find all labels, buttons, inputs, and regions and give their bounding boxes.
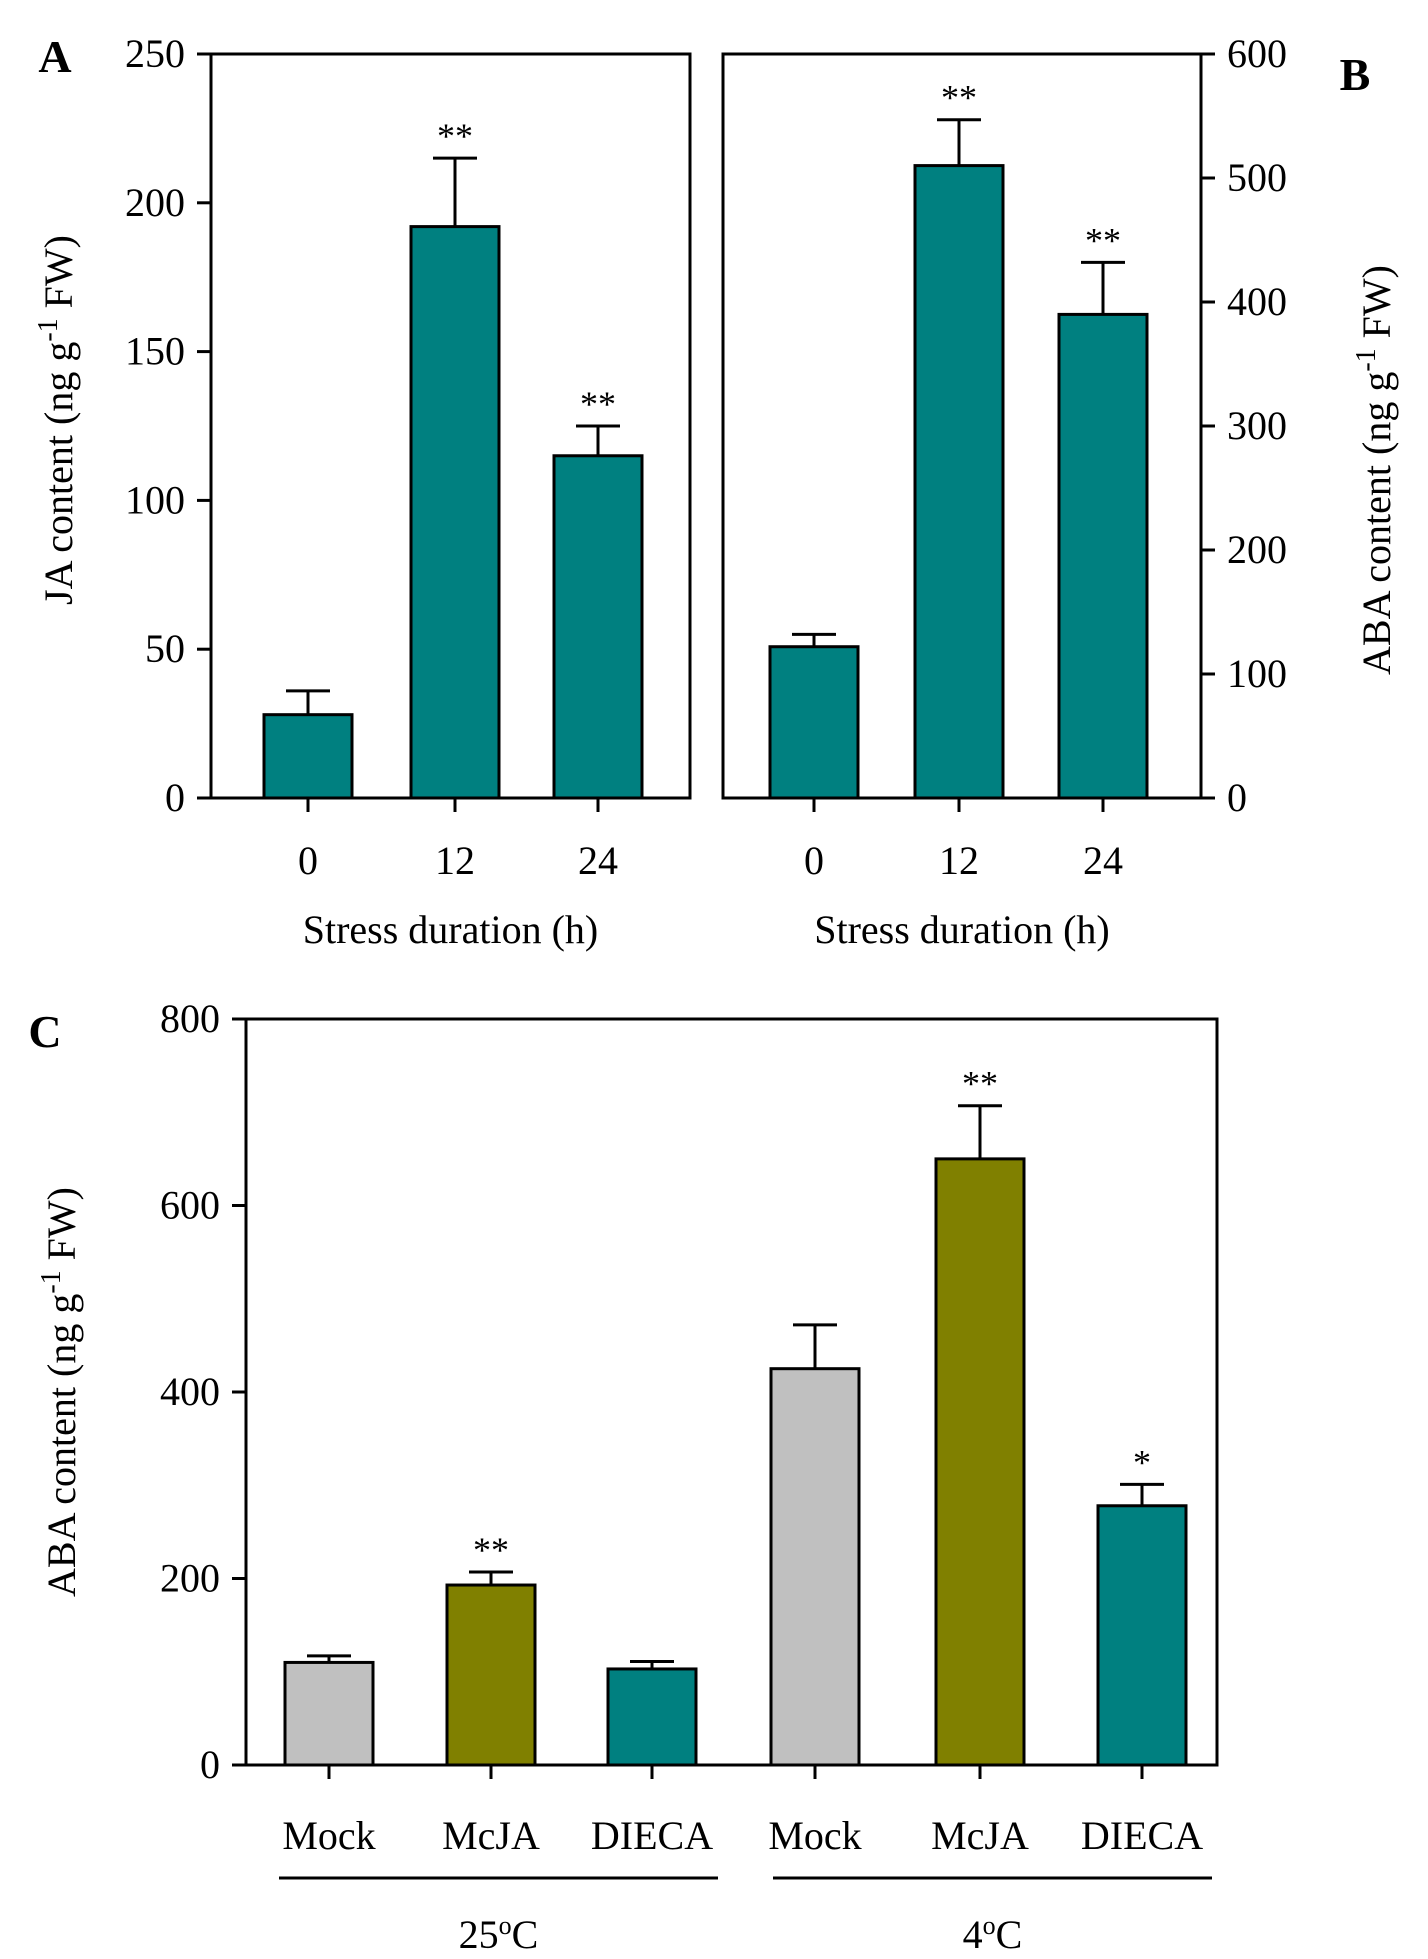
y-axis-label: ABA content (ng g-1 FW) <box>36 1187 85 1597</box>
x-tick-label: DIECA <box>1081 1813 1203 1858</box>
panel-label-c: C <box>28 1006 61 1057</box>
x-tick-label: McJA <box>931 1813 1029 1858</box>
x-tick-label: 0 <box>298 838 318 883</box>
group-label: 25oC <box>459 1911 539 1958</box>
bar-c-5 <box>1096 1504 1188 1767</box>
group-label: 4oC <box>963 1911 1023 1958</box>
significance-marker: * <box>1133 1442 1151 1482</box>
bar-b-0 <box>768 645 860 800</box>
bar-c-3 <box>769 1367 861 1767</box>
y-tick-label: 300 <box>1227 403 1287 448</box>
bar-a-1 <box>409 225 501 800</box>
significance-marker: ** <box>1085 220 1121 260</box>
x-tick-label: Mock <box>282 1813 375 1858</box>
x-axis-label: Stress duration (h) <box>303 907 599 952</box>
panel-a-chart: A 0 50 100 150 200 250 JA content (ng g-1 FW) 0 *… <box>33 31 692 952</box>
x-tick-label: McJA <box>442 1813 540 1858</box>
y-tick-label: 500 <box>1227 155 1287 200</box>
y-tick-label: 600 <box>160 1183 220 1228</box>
panel-c-chart: C 0 200 400 600 800 ABA content (ng g-1 FW) Moc… <box>28 996 1219 1958</box>
y-tick-label: 100 <box>125 477 185 522</box>
y-tick-label: 400 <box>160 1369 220 1414</box>
y-tick-label: 150 <box>125 329 185 374</box>
y-axis-label: JA content (ng g-1 FW) <box>33 235 82 605</box>
significance-marker: ** <box>437 116 473 156</box>
x-axis-label: Stress duration (h) <box>814 907 1110 952</box>
bar-c-2 <box>606 1667 698 1767</box>
x-tick-label: 12 <box>939 838 979 883</box>
significance-marker: ** <box>473 1530 509 1570</box>
plot-frame <box>244 1017 1219 1767</box>
bar-b-1 <box>913 164 1005 800</box>
y-axis-label: ABA content (ng g-1 FW) <box>1351 265 1400 675</box>
y-tick-label: 0 <box>200 1742 220 1787</box>
y-tick-label: 250 <box>125 31 185 76</box>
y-tick-label: 100 <box>1227 651 1287 696</box>
y-tick-label: 0 <box>1227 775 1247 820</box>
y-tick-label: 800 <box>160 996 220 1041</box>
bar-a-0 <box>262 713 354 800</box>
x-tick-label: 24 <box>578 838 618 883</box>
x-tick-label: 12 <box>435 838 475 883</box>
y-tick-label: 200 <box>125 180 185 225</box>
bar-c-4 <box>934 1157 1026 1767</box>
panel-b-chart: B 0 100 200 300 400 500 600 ABA content (ng g-1 … <box>721 31 1400 952</box>
bar-a-2 <box>552 454 644 800</box>
significance-marker: ** <box>580 384 616 424</box>
y-tick-label: 0 <box>165 775 185 820</box>
x-tick-label: DIECA <box>591 1813 713 1858</box>
bar-c-0 <box>283 1660 375 1767</box>
significance-marker: ** <box>962 1064 998 1104</box>
x-tick-label: 24 <box>1083 838 1123 883</box>
y-tick-label: 400 <box>1227 279 1287 324</box>
x-tick-label: Mock <box>768 1813 861 1858</box>
y-tick-label: 200 <box>1227 527 1287 572</box>
x-tick-label: 0 <box>804 838 824 883</box>
panel-label-a: A <box>38 31 71 82</box>
panel-label-b: B <box>1340 49 1371 100</box>
y-tick-label: 200 <box>160 1556 220 1601</box>
bar-b-2 <box>1057 312 1149 800</box>
significance-marker: ** <box>941 78 977 118</box>
bar-c-1 <box>445 1583 537 1767</box>
y-tick-label: 50 <box>145 626 185 671</box>
y-tick-label: 600 <box>1227 31 1287 76</box>
